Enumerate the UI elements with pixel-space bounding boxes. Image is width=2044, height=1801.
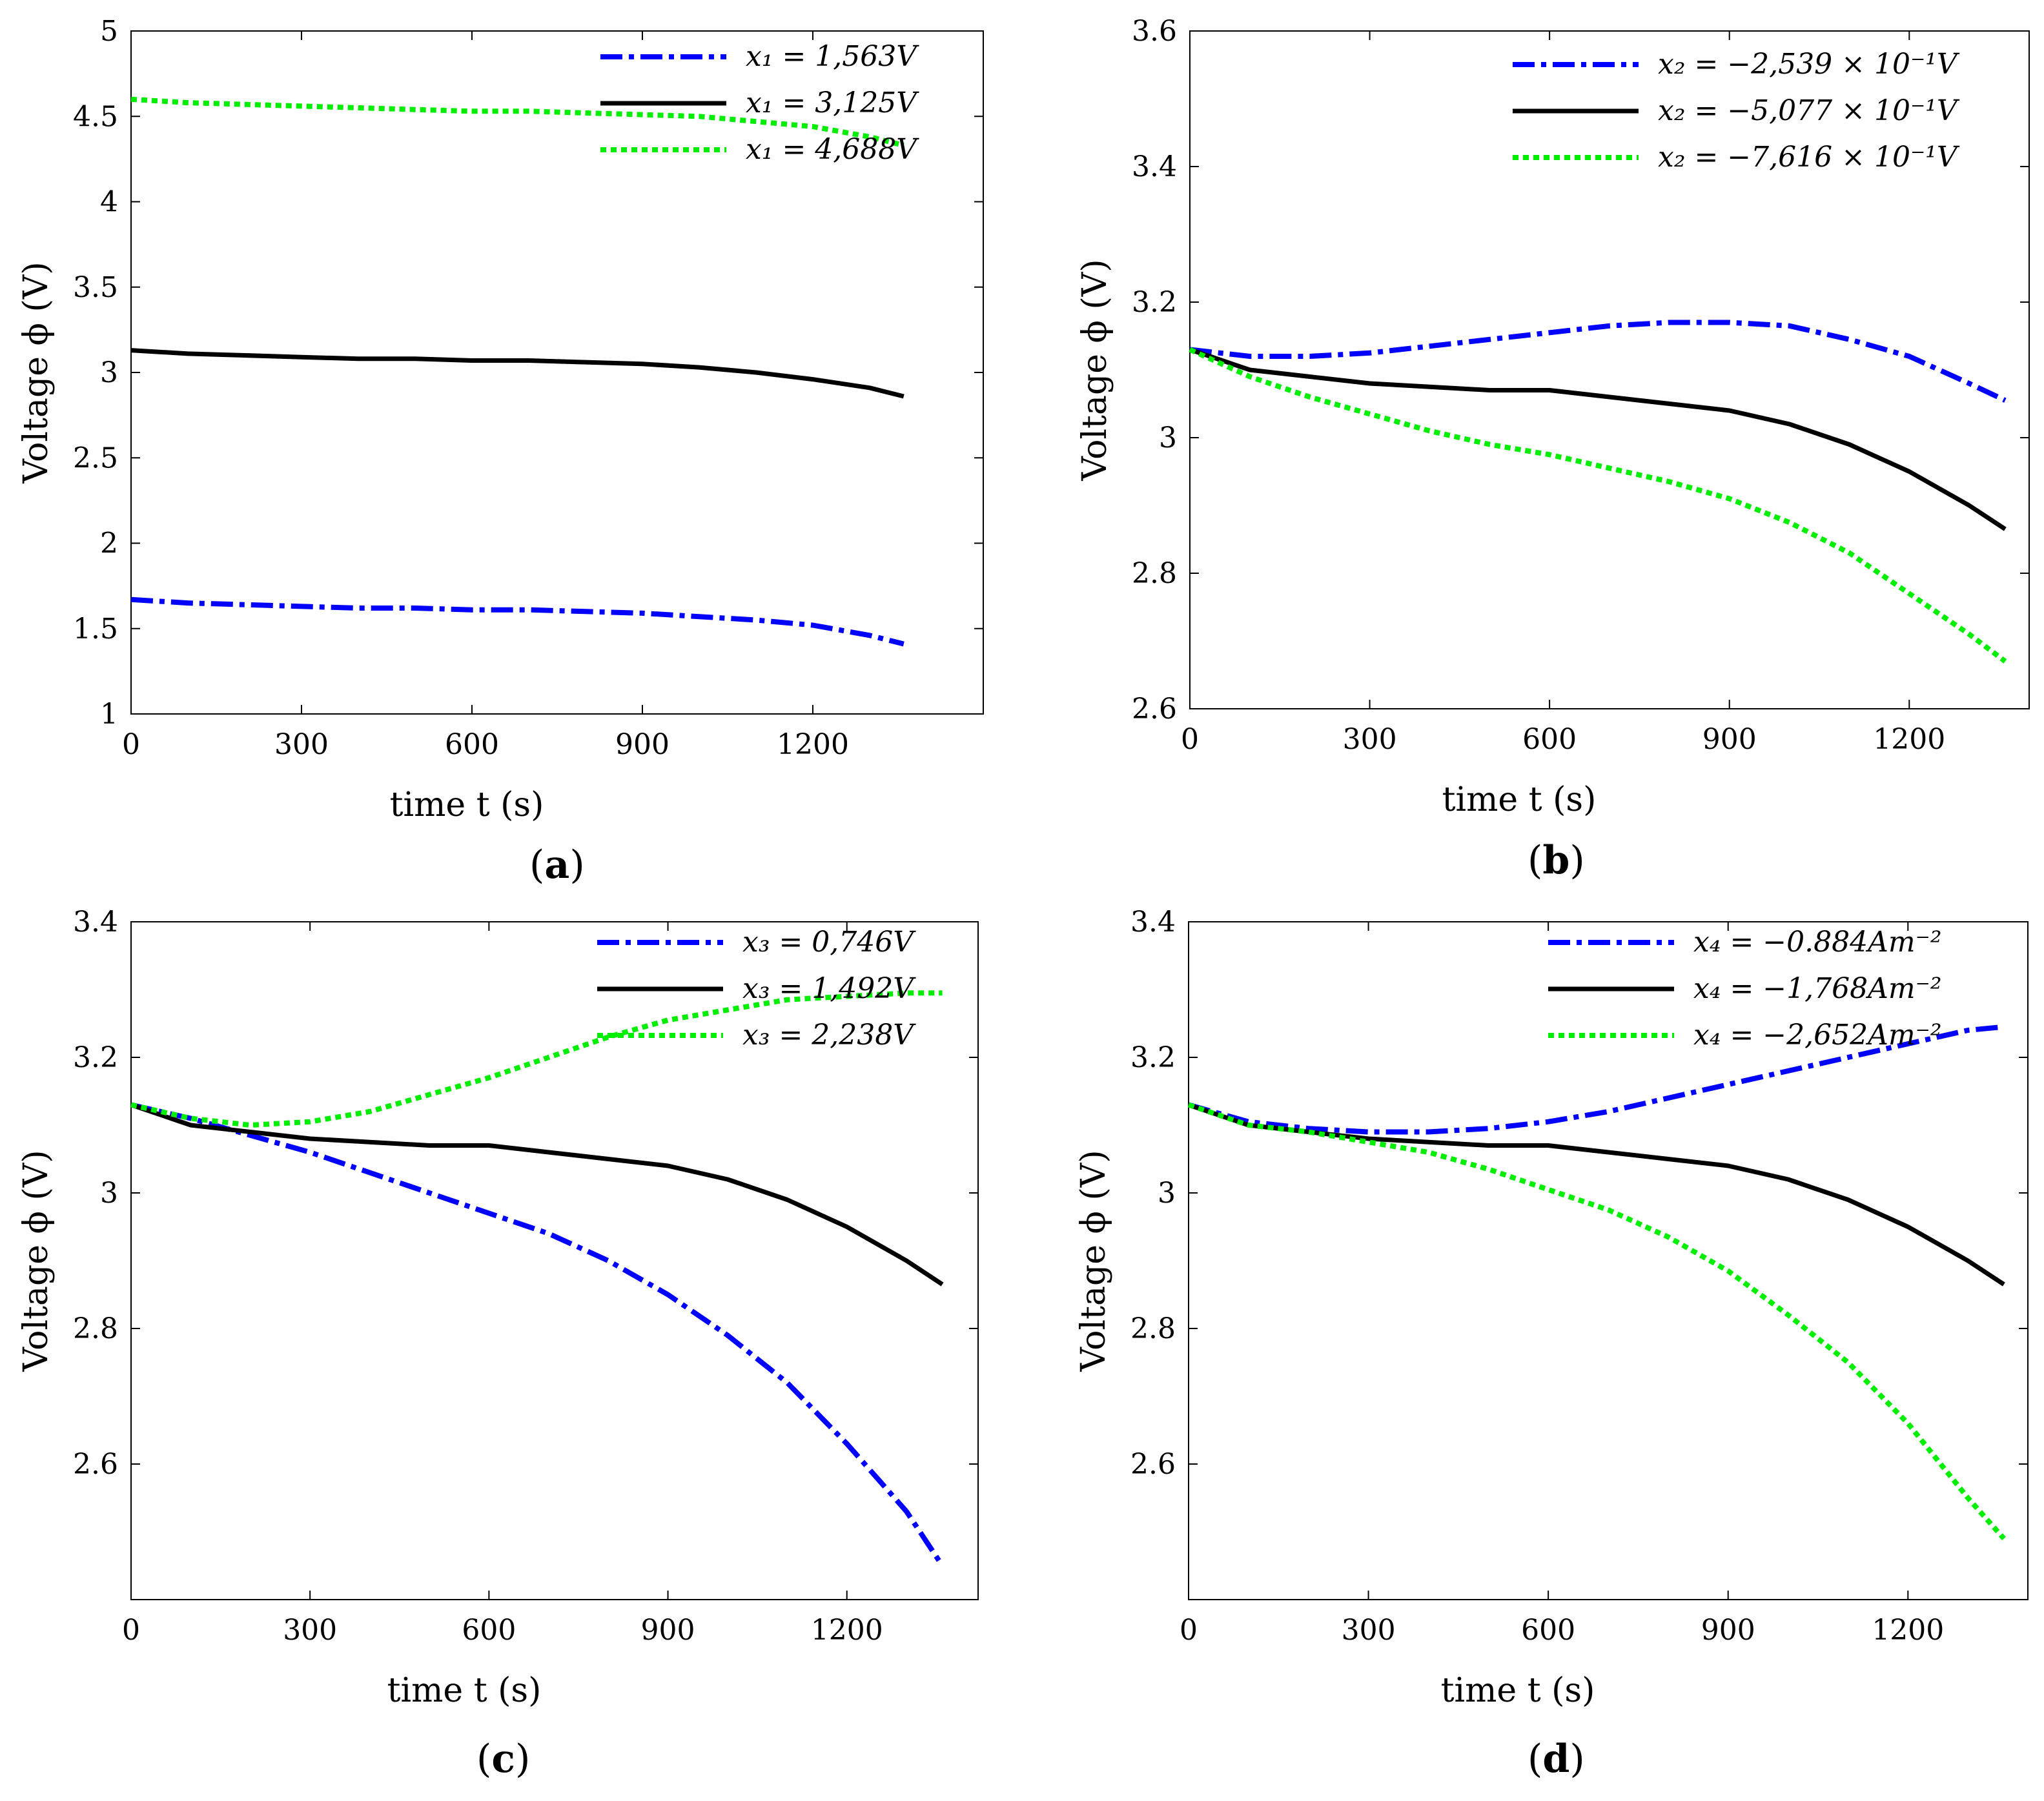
panel-caption-d: (d) <box>1528 1736 1585 1782</box>
series-line-dotted <box>1189 347 2007 664</box>
x-axis-label: time t (s) <box>1441 1671 1595 1710</box>
y-tick-label: 3.4 <box>1132 150 1177 183</box>
x-tick-label: 300 <box>274 728 329 761</box>
series-line-dashdot <box>130 596 904 647</box>
y-tick-label: 2.5 <box>73 442 118 474</box>
x-tick-label: 1200 <box>811 1614 883 1647</box>
y-tick-label: 4.5 <box>73 100 118 133</box>
x-tick-label: 900 <box>641 1614 695 1647</box>
x-tick-label: 900 <box>615 728 669 761</box>
legend-entry: x₄ = −2,652Am⁻² <box>1693 1019 1941 1052</box>
legend-entry: x₃ = 1,492V <box>742 972 916 1005</box>
y-axis-label: Voltage ϕ (V) <box>1074 1150 1113 1372</box>
x-axis-label: time t (s) <box>1442 780 1597 819</box>
series-line-dotted <box>130 990 943 1128</box>
y-tick-label: 2.6 <box>1132 693 1177 726</box>
y-tick-label: 2.8 <box>1130 1312 1176 1345</box>
y-tick-label: 2.8 <box>73 1312 118 1345</box>
y-axis-label: Voltage ϕ (V) <box>17 1150 56 1372</box>
x-tick-label: 1200 <box>1873 723 1945 756</box>
y-tick-label: 3.2 <box>73 1041 118 1074</box>
plot-frame-d <box>1188 921 2029 1600</box>
y-tick-label: 3.2 <box>1132 286 1177 319</box>
x-tick-label: 1200 <box>1872 1614 1944 1647</box>
plot-frame-c <box>130 921 979 1600</box>
y-tick-label: 2 <box>100 527 118 560</box>
chart-panel-c: 0 300 600 900 1200 2.6 2.8 3 3.2 3.4 time t (s) Vol… <box>17 906 979 1710</box>
chart-panel-a: 0 300 600 900 1200 1 1.5 2 2.5 3 3.5 4 4.5 5 time t (s… <box>17 15 984 824</box>
x-axis-label: time t (s) <box>387 1671 542 1710</box>
legend-entry: x₃ = 2,238V <box>742 1019 916 1052</box>
panel-tag-c: c <box>491 1736 515 1782</box>
x-tick-label: 0 <box>1181 723 1199 756</box>
x-axis-label: time t (s) <box>390 786 544 824</box>
y-tick-label: 3.2 <box>1130 1041 1176 1074</box>
plot-frame-a <box>130 30 984 715</box>
legend-entry: x₁ = 3,125V <box>746 86 919 119</box>
chart-panel-b: 0 300 600 900 1200 2.6 2.8 3 3.2 3.4 3.6 time t (s)… <box>1076 15 2030 819</box>
series-line-solid <box>1187 1103 2005 1287</box>
x-tick-label: 900 <box>1701 1614 1755 1647</box>
x-tick-label: 300 <box>1343 723 1397 756</box>
y-tick-label: 3.6 <box>1132 15 1177 48</box>
panel-tag-a: a <box>544 842 570 888</box>
plot-frame-b <box>1189 30 2030 709</box>
x-tick-label: 0 <box>122 1614 140 1647</box>
y-tick-label: 3 <box>100 1177 118 1210</box>
y-tick-label: 3.4 <box>73 906 118 939</box>
legend-entry: x₃ = 0,746V <box>742 926 916 959</box>
legend-entry: x₁ = 4,688V <box>746 133 919 166</box>
x-tick-label: 600 <box>445 728 499 761</box>
legend-entry: x₂ = −5,077 × 10⁻¹V <box>1658 94 1960 127</box>
y-tick-label: 5 <box>100 15 118 48</box>
legend-entry: x₁ = 1,563V <box>746 40 919 73</box>
series-line-solid <box>1189 347 2007 531</box>
y-tick-label: 3 <box>1159 422 1177 454</box>
panel-caption-a: (a) <box>529 842 585 888</box>
series-line-dotted <box>1187 1102 2006 1541</box>
y-tick-label: 3.4 <box>1130 906 1176 939</box>
x-tick-label: 0 <box>122 728 140 761</box>
y-tick-label: 2.6 <box>1130 1448 1176 1481</box>
y-tick-label: 1 <box>100 698 118 731</box>
series-line-solid <box>130 348 904 399</box>
panel-caption-b: (b) <box>1528 838 1585 883</box>
chart-panel-d: 0 300 600 900 1200 2.6 2.8 3 3.2 3.4 time t (s) Vol… <box>1074 906 2029 1710</box>
series-line-dashdot <box>1189 320 2007 403</box>
series-line-dashdot <box>130 1102 945 1567</box>
x-tick-label: 0 <box>1180 1614 1198 1647</box>
x-tick-label: 1200 <box>777 728 849 761</box>
x-tick-label: 600 <box>1521 1614 1575 1647</box>
x-tick-label: 900 <box>1702 723 1757 756</box>
y-tick-label: 3 <box>100 356 118 389</box>
x-tick-label: 300 <box>1342 1614 1396 1647</box>
x-tick-label: 300 <box>283 1614 337 1647</box>
legend-entry: x₂ = −7,616 × 10⁻¹V <box>1658 141 1960 174</box>
y-tick-label: 2.6 <box>73 1448 118 1481</box>
y-tick-label: 2.8 <box>1132 557 1177 590</box>
y-tick-label: 3.5 <box>73 271 118 304</box>
series-line-dotted <box>130 96 904 148</box>
series-line-dashdot <box>1187 1024 2005 1135</box>
legend-entry: x₄ = −1,768Am⁻² <box>1693 972 1941 1005</box>
x-tick-label: 600 <box>462 1614 516 1647</box>
panel-tag-b: b <box>1542 838 1570 883</box>
y-axis-label: Voltage ϕ (V) <box>1076 259 1114 481</box>
y-tick-label: 1.5 <box>73 613 118 646</box>
y-tick-label: 3 <box>1158 1177 1176 1210</box>
x-tick-label: 600 <box>1522 723 1577 756</box>
panel-tag-d: d <box>1542 1736 1570 1782</box>
y-tick-label: 4 <box>100 186 118 219</box>
legend-entry: x₂ = −2,539 × 10⁻¹V <box>1658 48 1960 81</box>
legend-entry: x₄ = −0.884Am⁻² <box>1693 926 1941 959</box>
panel-caption-c: (c) <box>476 1736 531 1782</box>
series-line-solid <box>130 1103 944 1287</box>
y-axis-label: Voltage ϕ (V) <box>17 261 56 483</box>
